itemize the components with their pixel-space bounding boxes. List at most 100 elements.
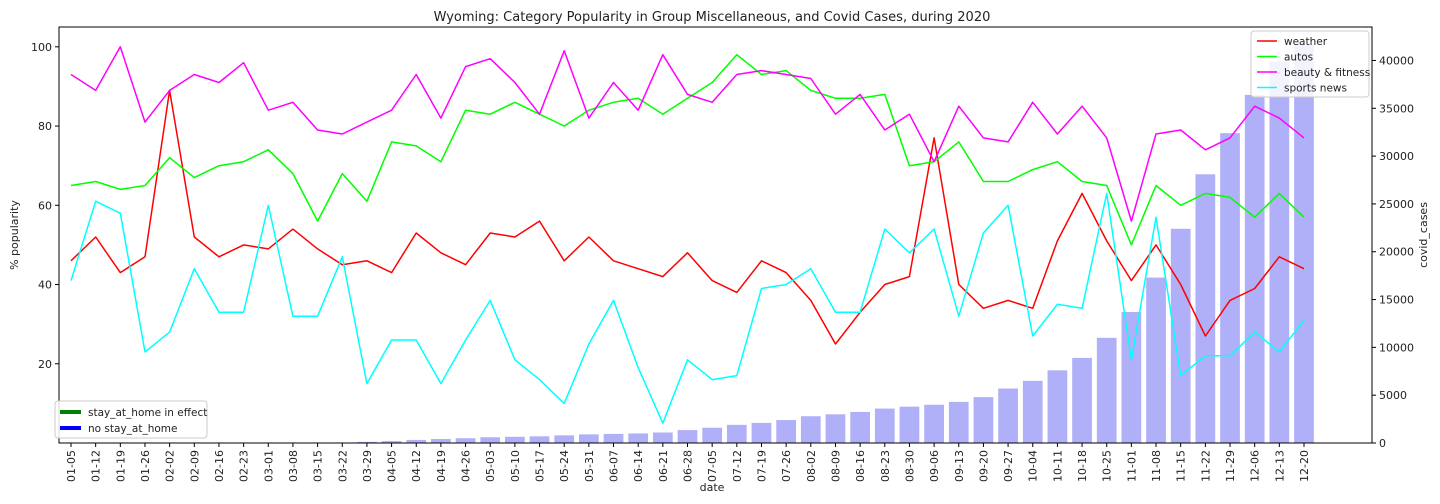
covid-bars bbox=[332, 44, 1314, 444]
x-tick-label: 05-17 bbox=[534, 450, 547, 482]
x-tick-label: 01-05 bbox=[65, 450, 78, 482]
x-tick-label: 06-07 bbox=[608, 450, 621, 482]
covid-bar-06-28 bbox=[677, 430, 698, 443]
covid-bar-11-01 bbox=[1121, 311, 1142, 443]
x-tick-label: 10-11 bbox=[1051, 450, 1064, 482]
x-tick-label: 07-12 bbox=[731, 450, 744, 482]
x-tick-label: 03-22 bbox=[336, 450, 349, 482]
covid-bar-11-29 bbox=[1220, 133, 1240, 443]
x-tick-label: 10-18 bbox=[1076, 450, 1089, 482]
x-tick-label: 06-14 bbox=[632, 450, 645, 482]
legend-extra-label: no stay_at_home bbox=[88, 423, 177, 435]
x-tick-label: 05-10 bbox=[509, 450, 522, 482]
covid-bar-05-03 bbox=[480, 437, 501, 443]
y2-tick-label: 15000 bbox=[1379, 294, 1414, 307]
covid-bar-08-23 bbox=[874, 408, 895, 443]
covid-bar-04-05 bbox=[381, 441, 402, 443]
covid-bar-12-20 bbox=[1294, 44, 1314, 443]
x-tick-label: 11-01 bbox=[1125, 450, 1138, 482]
y2-tick-label: 10000 bbox=[1379, 341, 1414, 354]
covid-bar-06-21 bbox=[652, 432, 673, 443]
series-line-autos bbox=[70, 53, 1305, 246]
covid-bar-06-07 bbox=[603, 433, 624, 443]
legend-extra-label: stay_at_home in effect bbox=[88, 407, 207, 419]
x-tick-label: 02-02 bbox=[164, 450, 177, 482]
x-tick-label: 12-20 bbox=[1298, 450, 1311, 482]
y-tick-label: 40 bbox=[38, 279, 52, 292]
series-line-beauty-fitness bbox=[70, 46, 1305, 222]
covid-bar-09-13 bbox=[948, 401, 969, 443]
x-tick-label: 08-30 bbox=[903, 450, 916, 482]
y2-tick-label: 0 bbox=[1379, 437, 1386, 450]
x-tick-label: 11-22 bbox=[1199, 450, 1212, 482]
y2-tick-label: 35000 bbox=[1379, 102, 1414, 115]
covid-bar-12-06 bbox=[1244, 94, 1265, 443]
x-tick-label: 06-21 bbox=[657, 450, 670, 482]
legend-label: beauty & fitness bbox=[1284, 67, 1370, 79]
x-tick-label: 01-19 bbox=[114, 450, 127, 482]
x-tick-label: 08-16 bbox=[854, 450, 867, 482]
x-tick-label: 03-08 bbox=[287, 450, 300, 482]
covid-bar-10-25 bbox=[1096, 337, 1117, 443]
x-tick-label: 04-19 bbox=[435, 450, 448, 482]
x-tick-label: 04-12 bbox=[410, 450, 423, 482]
x-tick-label: 02-23 bbox=[238, 450, 251, 482]
covid-bar-07-26 bbox=[776, 420, 797, 443]
plot-frame bbox=[58, 26, 1373, 444]
covid-bar-07-12 bbox=[726, 424, 747, 443]
x-tick-label: 10-25 bbox=[1101, 450, 1114, 482]
y2-axis-title: covid_cases bbox=[1417, 202, 1430, 268]
x-tick-label: 03-01 bbox=[262, 450, 275, 482]
x-tick-label: 01-26 bbox=[139, 450, 152, 482]
covid-bar-07-05 bbox=[702, 427, 723, 443]
x-tick-label: 04-05 bbox=[386, 450, 399, 482]
x-tick-label: 02-09 bbox=[188, 450, 201, 482]
covid-bar-08-09 bbox=[825, 414, 846, 443]
covid-bar-03-29 bbox=[357, 441, 377, 443]
covid-bar-10-11 bbox=[1047, 370, 1068, 443]
x-tick-label: 11-08 bbox=[1150, 450, 1163, 482]
x-tick-label: 05-24 bbox=[558, 450, 571, 482]
covid-bar-07-19 bbox=[751, 422, 772, 443]
x-tick-label: 09-06 bbox=[928, 450, 941, 482]
legend-box bbox=[1250, 30, 1370, 98]
left-axis: 20 40 60 80 100 bbox=[31, 41, 59, 371]
covid-bar-11-08 bbox=[1146, 277, 1166, 443]
covid-bar-05-17 bbox=[529, 436, 550, 443]
y-tick-label: 100 bbox=[31, 41, 52, 54]
x-tick-label: 09-27 bbox=[1002, 450, 1015, 482]
covid-bar-10-18 bbox=[1072, 357, 1092, 443]
x-axis-title: date bbox=[700, 481, 725, 494]
covid-bar-09-06 bbox=[924, 404, 944, 443]
legend-label: sports news bbox=[1284, 83, 1347, 95]
covid-bar-10-04 bbox=[1022, 380, 1043, 443]
covid-bar-04-26 bbox=[455, 438, 476, 443]
covid-bar-08-16 bbox=[850, 411, 870, 443]
covid-bar-06-14 bbox=[628, 433, 649, 443]
legend-label: weather bbox=[1284, 36, 1328, 48]
covid-bar-11-15 bbox=[1170, 228, 1191, 443]
covid-bar-08-02 bbox=[800, 416, 821, 443]
y2-tick-label: 40000 bbox=[1379, 54, 1414, 67]
y-tick-label: 60 bbox=[38, 199, 52, 212]
y2-tick-label: 5000 bbox=[1379, 389, 1407, 402]
legend-extra-box bbox=[54, 400, 208, 439]
covid-bar-09-20 bbox=[973, 397, 994, 443]
x-tick-label: 02-16 bbox=[213, 450, 226, 482]
x-tick-label: 03-29 bbox=[361, 450, 374, 482]
x-tick-label: 04-26 bbox=[460, 450, 473, 482]
y-tick-label: 20 bbox=[38, 358, 52, 371]
popularity-lines bbox=[70, 46, 1305, 424]
covid-bar-05-31 bbox=[578, 434, 599, 443]
x-tick-label: 10-04 bbox=[1027, 450, 1040, 482]
x-tick-label: 12-06 bbox=[1249, 450, 1262, 482]
y2-tick-label: 25000 bbox=[1379, 198, 1414, 211]
y-tick-label: 80 bbox=[38, 120, 52, 133]
x-tick-label: 11-29 bbox=[1224, 450, 1237, 482]
x-tick-label: 07-19 bbox=[756, 450, 769, 482]
x-tick-label: 08-02 bbox=[805, 450, 818, 482]
series-line-sports-news bbox=[70, 192, 1305, 424]
chart-title: Wyoming: Category Popularity in Group Mi… bbox=[434, 10, 991, 25]
series-line-weather bbox=[70, 89, 1305, 345]
